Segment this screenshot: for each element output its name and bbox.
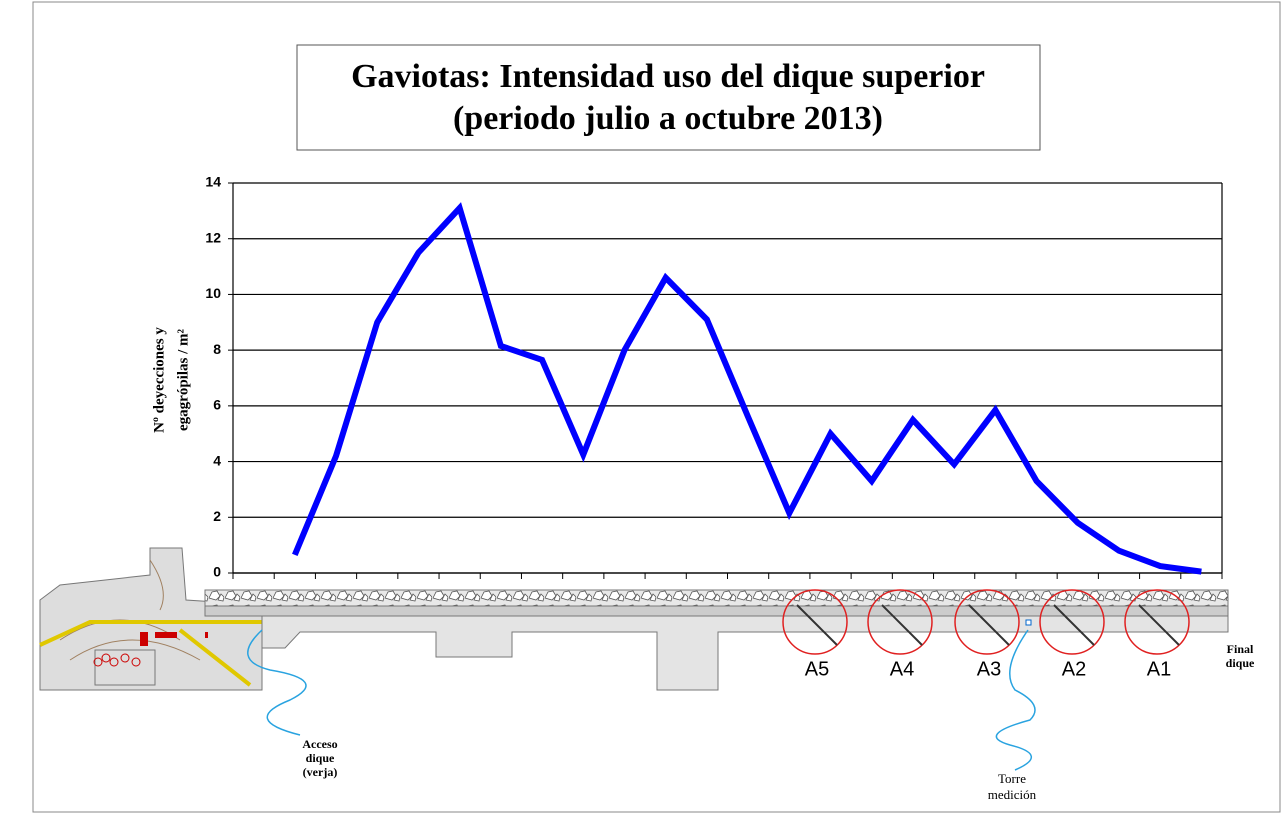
- zone-circle: [954, 589, 1020, 655]
- arrows: [247, 629, 1036, 771]
- y-tick-label: 8: [213, 341, 221, 357]
- harbor-map: [39, 547, 263, 691]
- zone-circle: [782, 589, 848, 655]
- zones: A5 A4 A3 A2 A1: [782, 589, 1190, 680]
- zone-label: A4: [890, 658, 914, 680]
- zone-marker: [1053, 604, 1095, 646]
- zone-circle: [1124, 589, 1190, 655]
- zone-marker: [881, 604, 923, 646]
- annotation: Acceso: [302, 737, 337, 751]
- annotation: dique: [306, 751, 335, 765]
- zone-label: A2: [1062, 658, 1086, 680]
- zone-marker: [968, 604, 1010, 646]
- zone-label: A1: [1147, 658, 1171, 680]
- y-tick-label: 6: [213, 397, 221, 413]
- zone-marker: [796, 604, 838, 646]
- annotation: dique: [1226, 656, 1255, 670]
- y-tick-label: 2: [213, 508, 221, 524]
- annotation: (verja): [303, 765, 338, 779]
- y-tick-label: 14: [205, 174, 221, 190]
- title-box: [296, 44, 1041, 151]
- zone-label: A5: [805, 658, 829, 680]
- zone-circle: [867, 589, 933, 655]
- y-axis-label: egagrópilas / m²: [175, 329, 191, 431]
- line-series: [292, 202, 1202, 575]
- y-tick-label: 4: [213, 452, 221, 468]
- frame: [32, 1, 1281, 813]
- zone-marker: [1138, 604, 1180, 646]
- y-tick-label: 12: [205, 229, 221, 245]
- annotation: medición: [988, 787, 1037, 802]
- annotation: Torre: [998, 771, 1026, 786]
- chart-title: Gaviotas: Intensidad uso del dique super…: [351, 58, 985, 95]
- zone-circle: [1039, 589, 1105, 655]
- y-axis-label: Nº deyecciones y: [151, 327, 167, 433]
- zone-label: A3: [977, 658, 1001, 680]
- annotation: Final: [1227, 642, 1254, 656]
- y-tick-label: 0: [213, 564, 221, 580]
- chart-title: (periodo julio a octubre 2013): [453, 100, 883, 137]
- y-tick-label: 10: [205, 285, 221, 301]
